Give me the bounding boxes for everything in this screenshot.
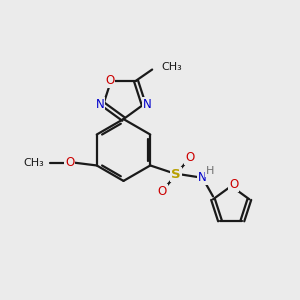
- Text: O: O: [65, 156, 74, 169]
- Text: O: O: [105, 74, 114, 87]
- Text: CH₃: CH₃: [161, 61, 182, 72]
- Text: N: N: [143, 98, 152, 111]
- Text: O: O: [185, 151, 195, 164]
- Text: N: N: [198, 171, 207, 184]
- Text: O: O: [229, 178, 238, 191]
- Text: N: N: [95, 98, 104, 111]
- Text: O: O: [158, 184, 167, 198]
- Text: H: H: [206, 166, 214, 176]
- Text: CH₃: CH₃: [23, 158, 44, 167]
- Text: S: S: [171, 168, 181, 181]
